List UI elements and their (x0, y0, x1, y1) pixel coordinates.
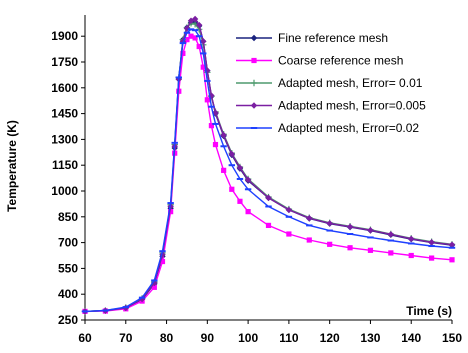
plot-axes: 250 400 550 700 850 1000 1150 1300 1450 1600 1750 1… (51, 15, 462, 345)
legend: Fine reference mesh Coarse reference mesh… (236, 31, 426, 135)
x-axis-title: Time (s) (406, 304, 452, 318)
legend-item-2: Coarse reference mesh (236, 54, 403, 68)
x-tick-label: 90 (201, 331, 215, 345)
data-point (204, 97, 210, 103)
y-tick-label: 850 (58, 210, 78, 224)
y-tick-label: 1000 (51, 184, 78, 198)
legend-label: Adapted mesh, Error= 0.01 (278, 76, 423, 90)
legend-label: Adapted mesh, Error=0.02 (278, 121, 419, 135)
y-tick-label: 1300 (51, 132, 78, 146)
data-point (191, 15, 199, 23)
data-point (327, 241, 333, 247)
data-point (429, 255, 435, 261)
data-point (448, 241, 456, 248)
x-tick-label: 70 (119, 331, 133, 345)
y-tick-label: 1600 (51, 81, 78, 95)
data-point (245, 209, 251, 215)
data-point (449, 257, 455, 263)
data-point (159, 258, 166, 265)
y-tick-label: 550 (58, 261, 78, 275)
x-tick-label: 60 (78, 331, 92, 345)
series-line (84, 28, 453, 313)
data-point (180, 50, 186, 56)
data-point (221, 167, 227, 173)
legend-marker (251, 57, 257, 64)
y-tick-label: 1150 (52, 158, 78, 172)
x-tick-label: 110 (279, 331, 299, 345)
x-tick-label: 130 (360, 331, 380, 345)
data-point (244, 176, 252, 184)
data-point (367, 247, 374, 253)
series-layer (81, 15, 456, 315)
data-point (265, 222, 272, 228)
data-point (387, 231, 395, 238)
data-point (168, 209, 174, 215)
data-point (229, 186, 235, 192)
legend-item-4: Adapted mesh, Error=0.005 (236, 99, 426, 113)
legend-marker (250, 79, 258, 87)
y-tick-label: 400 (58, 287, 78, 301)
data-point (428, 239, 435, 246)
data-point (192, 35, 198, 41)
x-tick-label: 150 (442, 331, 462, 345)
legend-marker (250, 102, 258, 109)
series-5 (81, 28, 456, 313)
y-axis-title: Temperature (K) (5, 120, 19, 212)
data-point (208, 123, 215, 129)
data-point (228, 150, 235, 158)
data-point (220, 131, 227, 139)
data-point (285, 206, 293, 214)
y-tick-label: 1900 (51, 29, 78, 43)
legend-item-5: Adapted mesh, Error=0.02 (236, 121, 419, 135)
x-tick-label: 80 (160, 331, 174, 345)
data-point (151, 284, 157, 290)
legend-label: Coarse reference mesh (278, 54, 403, 68)
data-point (367, 227, 374, 234)
y-tick-label: 700 (58, 236, 78, 250)
y-tick-label: 250 (58, 313, 78, 327)
data-point (237, 198, 243, 204)
data-point (408, 235, 415, 243)
data-point (346, 223, 354, 230)
data-point (184, 37, 190, 43)
data-point (347, 245, 353, 251)
data-point (408, 252, 414, 259)
data-point (195, 21, 203, 29)
x-tick-label: 100 (238, 331, 258, 345)
x-tick-label: 140 (401, 331, 421, 345)
data-point (188, 33, 194, 39)
data-point (265, 194, 272, 202)
data-point (196, 43, 202, 50)
data-point (200, 38, 207, 45)
y-tick-label: 1750 (51, 55, 78, 69)
legend-item-1: Fine reference mesh (236, 31, 388, 45)
legend-marker (250, 34, 258, 42)
data-point (212, 141, 219, 148)
data-point (176, 88, 182, 94)
data-point (212, 109, 219, 116)
legend-label: Adapted mesh, Error=0.005 (278, 99, 426, 113)
data-point (200, 64, 206, 70)
data-point (236, 164, 244, 171)
x-tick-label: 120 (320, 331, 340, 345)
data-point (306, 237, 312, 243)
y-tick-label: 1450 (51, 107, 78, 121)
data-point (388, 250, 394, 256)
data-point (286, 231, 292, 237)
data-point (326, 220, 333, 227)
legend-label: Fine reference mesh (278, 31, 388, 45)
data-point (306, 214, 313, 222)
legend-item-3: Adapted mesh, Error= 0.01 (236, 76, 423, 90)
